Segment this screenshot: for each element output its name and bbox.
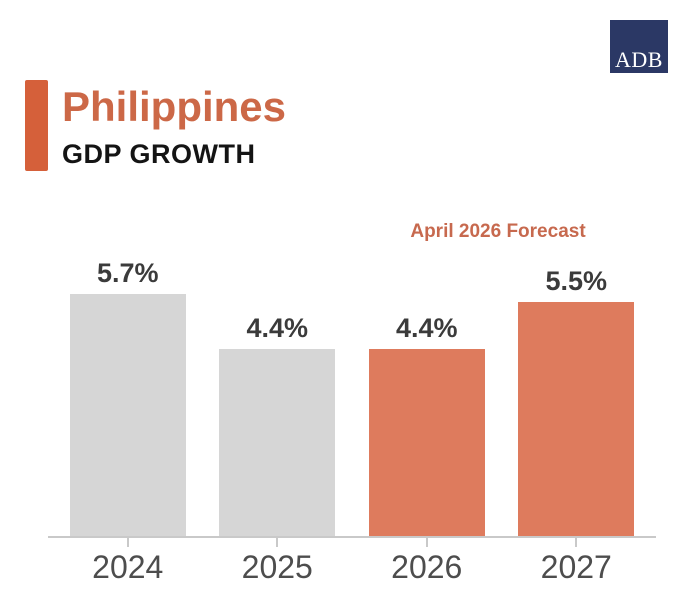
x-axis-ticks — [53, 538, 651, 547]
bar-column-2027: 5.5% — [502, 268, 652, 536]
x-axis-label-2027: 2027 — [540, 549, 612, 585]
title-accent-bar — [25, 80, 48, 171]
bar-column-2026: 4.4% — [352, 315, 502, 536]
bar-value-label-2026: 4.4% — [395, 313, 458, 343]
adb-logo: ADB — [610, 20, 668, 73]
x-axis-label-2025: 2025 — [241, 549, 313, 585]
adb-logo-text: ADB — [615, 47, 663, 72]
x-axis-labels: 2024 2025 2026 2027 — [53, 551, 651, 583]
bar-column-2024: 5.7% — [53, 257, 203, 536]
tick-column-2027 — [502, 538, 652, 547]
axis-tick-2026 — [425, 538, 428, 547]
axis-tick-2024 — [126, 538, 129, 547]
bar-2025 — [219, 349, 336, 536]
tick-column-2025 — [203, 538, 353, 547]
tick-column-2024 — [53, 538, 203, 547]
axis-tick-2025 — [276, 538, 279, 547]
bar-column-2025: 4.4% — [203, 315, 353, 536]
gdp-bar-chart: 5.7% 4.4% 4.4% 5.5% 2024 2025 2026 2027 — [48, 254, 656, 590]
x-axis-label-2026: 2026 — [391, 549, 463, 585]
bars-row: 5.7% 4.4% 4.4% 5.5% — [53, 254, 651, 536]
axis-tick-2027 — [575, 538, 578, 547]
bar-value-label-2025: 4.4% — [246, 313, 309, 343]
bar-2027 — [518, 302, 635, 536]
bar-2026 — [368, 349, 485, 536]
page-title: Philippines — [62, 83, 287, 130]
bar-2024 — [69, 293, 186, 536]
bar-value-label-2027: 5.5% — [545, 266, 608, 297]
tick-column-2026 — [352, 538, 502, 547]
x-axis-label-2024: 2024 — [92, 549, 164, 585]
x-axis-line — [48, 536, 656, 538]
bar-value-label-2024: 5.7% — [96, 257, 159, 288]
page-subtitle: GDP GROWTH — [62, 139, 256, 169]
forecast-annotation: April 2026 Forecast — [410, 221, 586, 242]
